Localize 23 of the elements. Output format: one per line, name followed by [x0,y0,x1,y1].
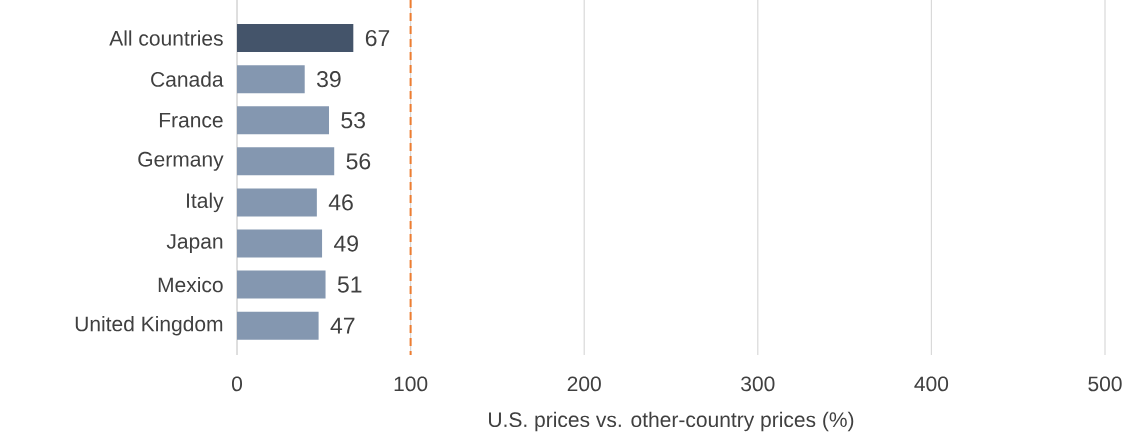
y-tick-label: Mexico [158,276,223,293]
x-tick-label: 100 [394,376,428,392]
data-label: 39 [316,71,341,88]
y-tick-label: France [159,112,223,128]
y-tick-label: Italy [187,192,224,213]
x-tick-label: 0 [231,376,243,392]
y-tick-label: Japan [166,234,223,253]
x-tick-label: 500 [1088,376,1122,392]
x-tick-label: 200 [567,376,601,392]
y-tick-label: United Kingdom [75,315,223,336]
data-label: 53 [341,112,365,129]
data-label: 49 [334,235,358,252]
y-tick-label: Canada [151,71,224,87]
x-tick-label: 400 [914,376,949,392]
data-label: 56 [346,153,371,170]
y-tick-label: All countries [109,30,223,46]
x-tick-label: 300 [741,376,775,392]
y-tick-label: Germany [138,151,224,171]
x-axis-title: U.S. prices vs. other-country prices (%) [489,411,854,432]
data-label: 46 [328,194,353,211]
data-label: 51 [337,276,362,293]
data-label: 67 [365,29,390,47]
data-label: 47 [330,317,355,334]
